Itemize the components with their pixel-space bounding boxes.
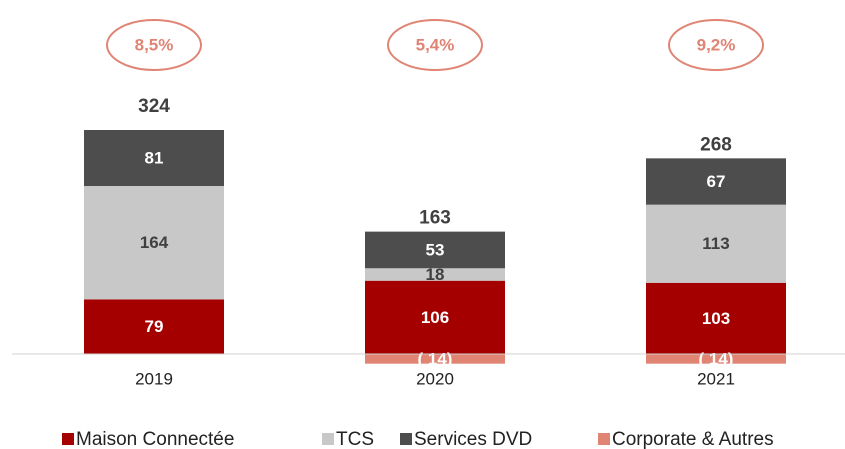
- data-label: 81: [145, 148, 164, 167]
- margin-bubble: [106, 19, 202, 71]
- data-label: 79: [145, 317, 164, 336]
- bar-segment: [646, 354, 786, 364]
- legend-swatch: [62, 433, 74, 445]
- x-tick-label: 2021: [697, 369, 735, 388]
- total-label: 163: [419, 207, 451, 228]
- total-label: 324: [138, 96, 170, 117]
- data-label: ( 14): [699, 349, 734, 368]
- legend-swatch: [400, 433, 412, 445]
- bar-segment: [365, 354, 505, 364]
- margin-bubble: [387, 19, 483, 71]
- data-label: 103: [702, 309, 730, 328]
- data-label: 53: [426, 240, 445, 259]
- total-label: 268: [700, 135, 732, 156]
- data-label: 113: [702, 234, 729, 253]
- legend-label: Services DVD: [414, 429, 532, 449]
- bar-segment: [646, 282, 786, 354]
- bar-segment: [84, 130, 224, 186]
- data-label: 106: [421, 308, 449, 327]
- bar-segment: [646, 204, 786, 283]
- legend-label: TCS: [336, 429, 374, 449]
- data-label: 164: [140, 233, 169, 252]
- legend-swatch: [598, 433, 610, 445]
- bar-segment: [365, 231, 505, 269]
- legend-label: Corporate & Autres: [612, 429, 774, 449]
- bar-segment: [365, 280, 505, 354]
- data-label: 67: [707, 172, 726, 191]
- margin-label: 8,5%: [135, 35, 174, 54]
- margin-bubble: [668, 19, 764, 71]
- margin-label: 9,2%: [697, 35, 736, 54]
- legend-swatch: [322, 433, 334, 445]
- data-label: 18: [426, 265, 445, 284]
- bar-segment: [646, 158, 786, 205]
- data-label: ( 14): [418, 349, 453, 368]
- margin-label: 5,4%: [416, 35, 455, 54]
- bar-segment: [84, 186, 224, 300]
- x-tick-label: 2020: [416, 369, 454, 388]
- bar-segment: [84, 299, 224, 354]
- bar-segment: [365, 268, 505, 281]
- x-tick-label: 2019: [135, 369, 173, 388]
- legend-label: Maison Connectée: [76, 429, 234, 449]
